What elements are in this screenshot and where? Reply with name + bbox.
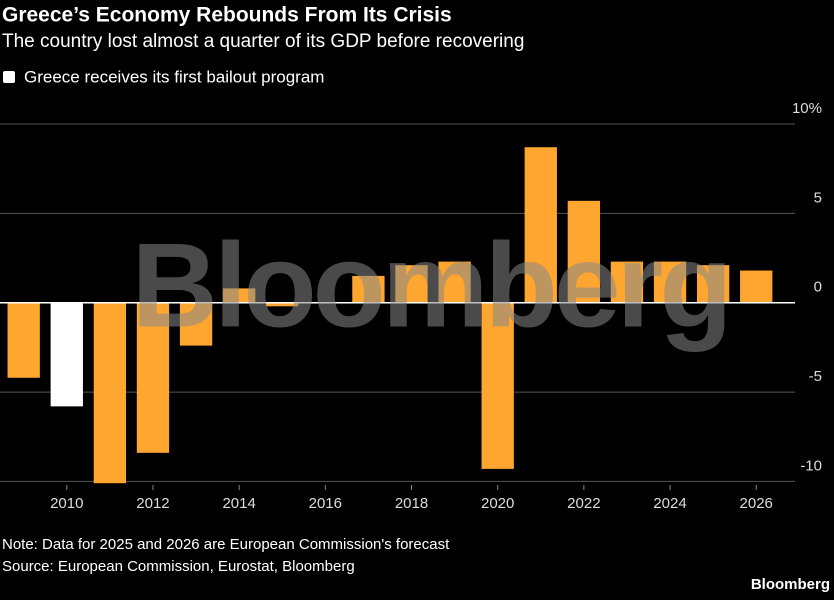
bar (524, 147, 557, 303)
source: Source: European Commission, Eurostat, B… (2, 558, 355, 575)
bar (179, 302, 213, 346)
x-tick-label: 2014 (222, 495, 255, 512)
bar (438, 261, 471, 303)
bar (136, 302, 170, 453)
bar (610, 261, 644, 303)
x-tick-label: 2020 (481, 495, 514, 512)
y-tick-label: -10 (800, 457, 822, 474)
logo: Bloomberg (751, 576, 830, 593)
bar (481, 302, 514, 469)
x-tick-label: 2022 (567, 495, 600, 512)
x-tick-label: 2010 (50, 495, 83, 512)
watermark: Bloomberg (131, 219, 728, 353)
x-tick-label: 2016 (309, 495, 342, 512)
y-tick-label: 0 (814, 279, 822, 296)
x-tick-label: 2018 (395, 495, 428, 512)
bar (395, 265, 428, 303)
bar (7, 302, 40, 378)
y-tick-label: 5 (814, 189, 822, 206)
bar (696, 265, 730, 303)
note: Note: Data for 2025 and 2026 are Europea… (2, 536, 450, 553)
bar (222, 288, 256, 303)
chart-subtitle: The country lost almost a quarter of its… (2, 31, 524, 52)
x-tick-label: 2012 (136, 495, 169, 512)
x-tick-label: 2026 (740, 495, 773, 512)
y-tick-label: -5 (809, 368, 822, 385)
bar (93, 302, 127, 484)
chart-title: Greece’s Economy Rebounds From Its Crisi… (2, 4, 452, 27)
bar (740, 270, 773, 303)
legend-label: Greece receives its first bailout progra… (24, 67, 324, 86)
y-tick-label: 10% (792, 100, 822, 117)
legend-swatch (3, 71, 15, 83)
bar (567, 200, 601, 303)
bar (50, 302, 83, 407)
x-tick-label: 2024 (653, 495, 686, 512)
bar (266, 302, 299, 307)
bar (352, 275, 385, 303)
bar (653, 261, 687, 303)
